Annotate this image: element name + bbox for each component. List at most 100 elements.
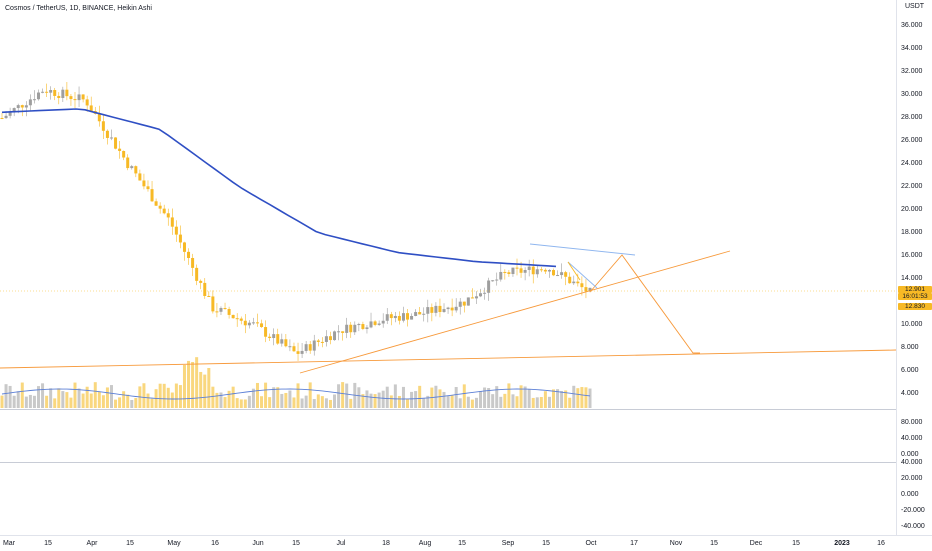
candle-body (401, 313, 405, 321)
candle-body (85, 99, 89, 106)
candle-body (312, 340, 316, 351)
candle-body (268, 336, 272, 339)
volume-bar (450, 395, 454, 408)
candle-body (552, 270, 556, 276)
candle-body (158, 205, 162, 209)
volume-ma-line (1, 388, 591, 400)
candle-body (191, 257, 195, 268)
triangle-lower (567, 261, 581, 281)
candle-body (81, 94, 85, 100)
oscillator-label: 40.000 (901, 435, 923, 442)
volume-bar (466, 396, 470, 408)
volume-bar (53, 398, 57, 408)
chart-canvas[interactable] (0, 0, 896, 535)
volume-bar (503, 393, 507, 408)
candle-body (499, 271, 503, 280)
time-label: 16 (211, 540, 219, 547)
candle-body (406, 313, 410, 320)
candle-body (142, 180, 146, 187)
volume-bar (495, 386, 499, 408)
candle-body (215, 311, 219, 313)
candle-body (349, 324, 353, 333)
volume-bar (588, 388, 592, 408)
candle-body (243, 320, 247, 326)
price-axis[interactable]: USDT 36.000 34.000 32.000 30.000 28.000 … (896, 0, 932, 535)
candle-body (276, 334, 280, 344)
candle-body (515, 267, 519, 269)
candle-body (377, 323, 381, 325)
time-axis[interactable]: Mar 15 Apr 15 May 16 Jun 15 Jul 18 Aug 1… (0, 535, 932, 551)
candle-body (280, 339, 284, 344)
candle-body (365, 327, 369, 329)
candle-body (300, 350, 304, 354)
candle-body (580, 283, 584, 288)
candle-body (134, 166, 138, 174)
price-label: 24.000 (901, 160, 923, 167)
volume-bar (126, 394, 130, 408)
candle-body (450, 307, 454, 311)
candle-body (568, 276, 572, 284)
volume-bar (8, 385, 12, 408)
volume-bar (308, 382, 312, 408)
candle-body (296, 351, 300, 354)
volume-bar (142, 383, 146, 408)
volume-bar (69, 397, 73, 408)
pane-divider-1[interactable] (0, 409, 932, 410)
volume-bar (247, 395, 251, 408)
candle-body (138, 173, 142, 181)
volume-axis-label: -20.000 (901, 507, 925, 514)
candle-body (588, 287, 592, 292)
chart-area[interactable]: Cosmos / TetherUS, 1D, BINANCE, Heikin A… (0, 0, 896, 550)
volume-bar (556, 389, 560, 408)
candle-body (118, 148, 122, 151)
volume-bar (49, 388, 53, 408)
price-label: 6.000 (901, 367, 919, 374)
volume-axis-label: -40.000 (901, 523, 925, 530)
candle-body (32, 99, 36, 101)
candle-body (4, 115, 8, 119)
chart-title: Cosmos / TetherUS, 1D, BINANCE, Heikin A… (5, 5, 152, 12)
volume-bar (65, 392, 69, 408)
price-label: 14.000 (901, 275, 923, 282)
volume-bar (272, 387, 276, 408)
volume-bar (515, 396, 519, 408)
time-label: 15 (292, 540, 300, 547)
time-label: Aug (418, 540, 432, 547)
volume-bar (418, 385, 422, 408)
price-label: 18.000 (901, 229, 923, 236)
volume-bar (93, 382, 97, 408)
volume-bar (231, 386, 235, 408)
volume-bar (296, 383, 300, 408)
candle-body (466, 297, 470, 306)
candle-body (170, 217, 174, 227)
candle-body (28, 99, 32, 106)
candle-body (53, 90, 57, 96)
candle-body (381, 320, 385, 324)
candle-body (255, 322, 259, 324)
time-label: Mar (2, 540, 16, 547)
volume-bar (414, 391, 418, 408)
volume-axis-label: 40.000 (901, 459, 923, 466)
volume-bar (572, 385, 576, 408)
volume-bar (166, 387, 170, 408)
pane-divider-2[interactable] (0, 462, 932, 463)
price-label: 28.000 (901, 114, 923, 121)
candle-body (527, 266, 531, 270)
volume-bar (178, 385, 182, 408)
candle-body (105, 130, 109, 138)
candle-body (308, 344, 312, 351)
price-label: 10.000 (901, 321, 923, 328)
volume-bar (337, 384, 341, 408)
volume-bar (235, 398, 239, 408)
volume-bar (32, 395, 36, 408)
candle-body (101, 121, 105, 131)
candle-body (361, 324, 365, 329)
price-label: 26.000 (901, 137, 923, 144)
time-label: 18 (382, 540, 390, 547)
volume-bar (174, 383, 178, 408)
volume-bar (130, 399, 134, 408)
volume-bar (454, 386, 458, 408)
candle-body (227, 309, 231, 315)
candle-body (470, 297, 474, 299)
volume-bar (393, 384, 397, 408)
